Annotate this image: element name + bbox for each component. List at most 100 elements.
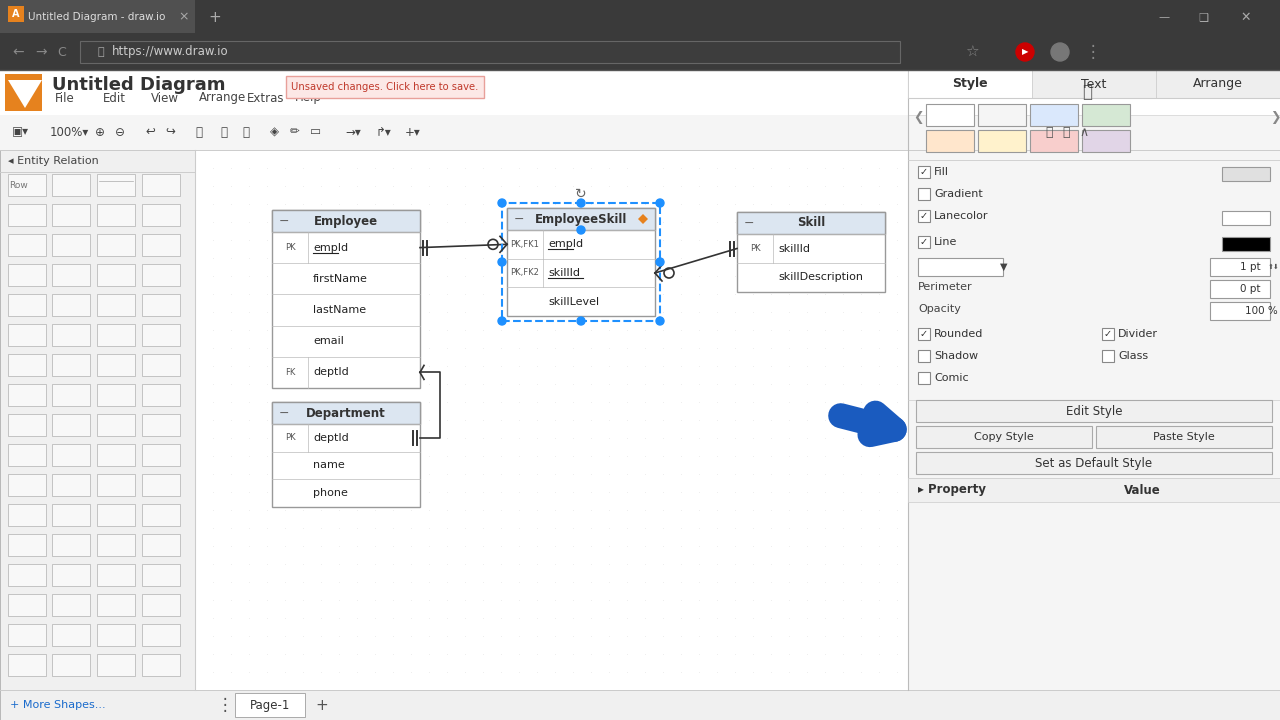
- Text: lastName: lastName: [314, 305, 366, 315]
- Text: Edit: Edit: [102, 91, 125, 104]
- Bar: [8, 654, 46, 676]
- Text: ↩: ↩: [145, 125, 155, 138]
- Text: −: −: [279, 407, 289, 420]
- Text: ▭: ▭: [310, 125, 321, 138]
- Text: name: name: [314, 461, 344, 470]
- Bar: [1210, 280, 1270, 298]
- Text: ⋮: ⋮: [218, 696, 234, 714]
- Bar: [97, 234, 134, 256]
- Bar: [52, 294, 90, 316]
- Bar: [918, 328, 931, 340]
- Bar: [0, 70, 1280, 115]
- Bar: [97, 594, 134, 616]
- Text: deptId: deptId: [314, 433, 348, 443]
- Circle shape: [1051, 43, 1069, 61]
- Bar: [8, 264, 46, 286]
- Text: Employee: Employee: [314, 215, 378, 228]
- Bar: [0, 0, 195, 33]
- Bar: [97, 204, 134, 226]
- Bar: [502, 203, 660, 321]
- Bar: [97, 174, 134, 196]
- Text: EmployeeSkill: EmployeeSkill: [535, 212, 627, 225]
- Circle shape: [577, 317, 585, 325]
- Bar: [918, 236, 931, 248]
- Text: Fill: Fill: [934, 167, 948, 177]
- Text: Text: Text: [1082, 78, 1107, 91]
- Text: Help: Help: [294, 91, 321, 104]
- Text: ✕: ✕: [1240, 11, 1251, 24]
- Text: PK: PK: [284, 243, 296, 252]
- Text: empId: empId: [548, 239, 584, 249]
- Text: ⊖: ⊖: [115, 125, 125, 138]
- Bar: [908, 70, 1032, 98]
- Bar: [8, 354, 46, 376]
- Bar: [142, 444, 180, 466]
- Bar: [142, 654, 180, 676]
- Text: ∧: ∧: [1079, 125, 1088, 138]
- Text: Comic: Comic: [934, 373, 969, 383]
- Text: + More Shapes...: + More Shapes...: [10, 700, 106, 710]
- Text: ❯: ❯: [1270, 112, 1280, 125]
- Bar: [1156, 70, 1280, 98]
- Bar: [273, 402, 420, 424]
- Text: 🗑: 🗑: [195, 125, 202, 138]
- Bar: [8, 534, 46, 556]
- Bar: [52, 654, 90, 676]
- Bar: [273, 210, 420, 388]
- Bar: [8, 384, 46, 406]
- Text: −: −: [515, 212, 525, 225]
- Bar: [97, 564, 134, 586]
- Bar: [0, 35, 1280, 70]
- Bar: [195, 150, 908, 690]
- Text: ◂ Entity Relation: ◂ Entity Relation: [8, 156, 99, 166]
- Bar: [97, 264, 134, 286]
- Text: ⛶: ⛶: [1062, 125, 1070, 138]
- Bar: [8, 294, 46, 316]
- Text: ×: ×: [178, 11, 188, 24]
- Text: Rounded: Rounded: [934, 329, 983, 339]
- Bar: [142, 324, 180, 346]
- Bar: [8, 414, 46, 436]
- Circle shape: [577, 199, 585, 207]
- Bar: [925, 130, 974, 152]
- Bar: [1096, 426, 1272, 448]
- Text: Row: Row: [9, 181, 28, 189]
- Bar: [97, 414, 134, 436]
- Bar: [978, 130, 1027, 152]
- Bar: [8, 174, 46, 196]
- Bar: [918, 210, 931, 222]
- Bar: [8, 504, 46, 526]
- Circle shape: [657, 317, 664, 325]
- Bar: [97, 654, 134, 676]
- Text: Arrange: Arrange: [198, 91, 246, 104]
- Text: 100 %: 100 %: [1245, 306, 1277, 316]
- Text: ⬆⬇: ⬆⬇: [1268, 264, 1280, 270]
- Text: Perimeter: Perimeter: [918, 282, 973, 292]
- Bar: [507, 208, 655, 316]
- Text: A: A: [13, 9, 19, 19]
- Text: deptId: deptId: [314, 367, 348, 377]
- Bar: [52, 474, 90, 496]
- Bar: [8, 204, 46, 226]
- Bar: [1222, 167, 1270, 181]
- Bar: [142, 414, 180, 436]
- Bar: [8, 324, 46, 346]
- Text: 100%▾: 100%▾: [50, 125, 90, 138]
- Text: skillId: skillId: [548, 268, 580, 278]
- Text: ⛶: ⛶: [1044, 125, 1052, 138]
- Text: Arrange: Arrange: [1193, 78, 1243, 91]
- Text: ⧉: ⧉: [242, 125, 250, 138]
- Bar: [908, 70, 1280, 690]
- Bar: [52, 564, 90, 586]
- Bar: [1030, 104, 1078, 126]
- Text: File: File: [55, 91, 74, 104]
- Text: ↪: ↪: [165, 125, 175, 138]
- Text: empId: empId: [314, 243, 348, 253]
- Text: Skill: Skill: [797, 217, 826, 230]
- Text: +: +: [315, 698, 328, 713]
- Bar: [142, 234, 180, 256]
- Text: Opacity: Opacity: [918, 304, 961, 314]
- Bar: [52, 324, 90, 346]
- Text: ✓: ✓: [920, 167, 928, 177]
- Bar: [97, 354, 134, 376]
